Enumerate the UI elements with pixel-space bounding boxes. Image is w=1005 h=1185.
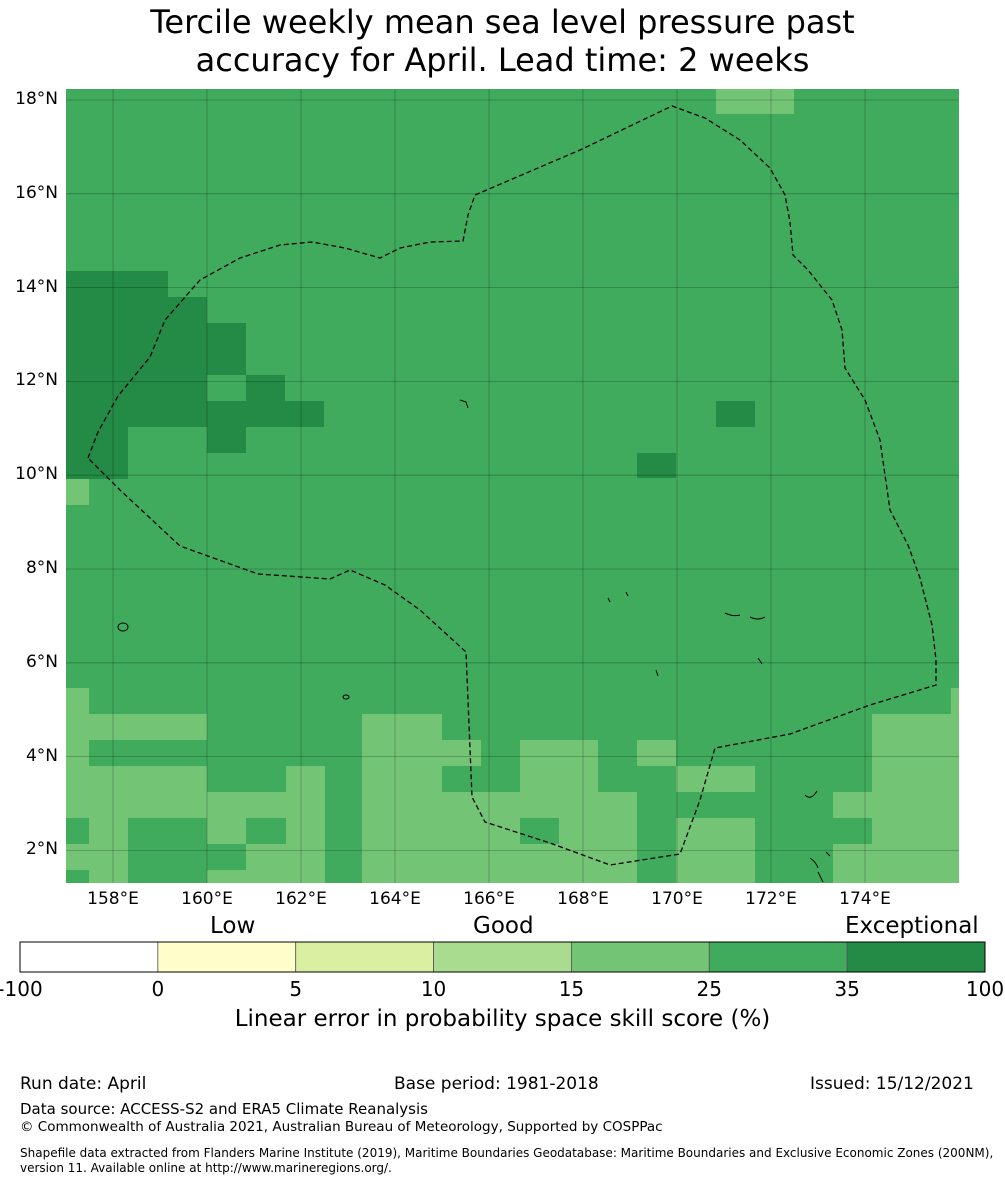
colorbar-label-low: Low <box>210 913 256 939</box>
shapefile-credit-line2: version 11. Available online at http://w… <box>20 1161 392 1175</box>
map-title-line2: accuracy for April. Lead time: 2 weeks <box>195 41 810 79</box>
skill-cell <box>207 766 247 792</box>
latitude-label: 14°N <box>15 276 58 297</box>
issued-date: Issued: 15/12/2021 <box>810 1074 974 1094</box>
skill-grid <box>66 89 959 883</box>
longitude-label: 164°E <box>369 889 421 909</box>
skill-map <box>66 89 959 883</box>
skill-cell <box>637 766 676 818</box>
latitude-label: 12°N <box>15 370 58 391</box>
latitude-label: 8°N <box>25 558 58 578</box>
colorbar-title: Linear error in probability space skill … <box>234 1006 771 1032</box>
skill-cell-exceptional <box>66 427 128 453</box>
colorbar-segment <box>157 941 297 973</box>
skill-cell-good <box>442 740 481 766</box>
skill-cell-good <box>520 740 598 883</box>
longitude-label: 166°E <box>463 889 515 909</box>
skill-cell-good <box>442 792 520 883</box>
eez-boundary <box>87 105 937 866</box>
skill-cell-good <box>66 479 89 505</box>
skill-cell-good <box>168 714 207 740</box>
skill-cell <box>207 844 246 870</box>
colorbar-tick-label: 100 <box>965 977 1005 1001</box>
skill-cell-exceptional <box>66 375 207 401</box>
skill-cell <box>66 870 89 883</box>
island-outlines <box>117 399 831 883</box>
skill-cell-good <box>716 89 794 114</box>
longitude-label: 170°E <box>651 889 703 909</box>
skill-cell-exceptional <box>716 401 755 427</box>
colorbar-tick-label: 10 <box>420 977 447 1001</box>
skill-cell-exceptional <box>66 271 168 297</box>
colorbar-tick-label: 15 <box>558 977 585 1001</box>
skill-cell-good <box>637 740 676 766</box>
skill-cell-good <box>833 844 872 883</box>
colorbar-segment <box>19 941 159 973</box>
longitude-label: 158°E <box>87 889 139 909</box>
skill-cell-exceptional <box>246 375 285 401</box>
skill-cell <box>833 818 872 844</box>
base-period: Base period: 1981-2018 <box>394 1074 599 1094</box>
skill-cell-good <box>89 714 128 740</box>
skill-cell-good <box>286 766 325 883</box>
skill-cell <box>755 818 833 883</box>
skill-cell-good <box>598 792 637 883</box>
colorbar-tick-label: 25 <box>696 977 722 1001</box>
skill-cell <box>325 766 362 844</box>
latitude-label: 18°N <box>15 89 58 109</box>
colorbar-tick-label: 5 <box>289 977 303 1001</box>
latitude-label: 2°N <box>25 839 58 860</box>
colorbar-label-good: Good <box>473 913 534 939</box>
colorbar-label-exceptional: Exceptional <box>845 913 979 939</box>
latitude-label: 4°N <box>25 745 58 766</box>
skill-cell <box>66 818 89 844</box>
skill-cell-exceptional <box>66 401 324 427</box>
colorbar-segment <box>295 941 434 973</box>
skill-cell-good <box>951 688 959 883</box>
skill-cell-good <box>362 714 442 883</box>
copyright: © Commonwealth of Australia 2021, Austra… <box>20 1119 663 1135</box>
skill-cell <box>128 818 207 883</box>
skill-cell <box>481 766 520 792</box>
skill-cell-good <box>66 688 89 883</box>
colorbar-border <box>19 941 986 973</box>
longitude-label: 174°E <box>839 889 891 909</box>
skill-cell <box>716 792 755 818</box>
skill-cell-exceptional <box>66 349 246 375</box>
longitude-label: 162°E <box>275 889 327 909</box>
colorbar-tick-label: -100 <box>0 977 43 1001</box>
colorbar-segment <box>571 941 710 973</box>
latitude-label: 6°N <box>25 651 58 672</box>
skill-cell-exceptional <box>66 453 128 479</box>
skill-cell <box>246 818 286 844</box>
skill-cell-good <box>676 766 755 792</box>
longitude-label: 172°E <box>745 889 797 909</box>
colorbar-segment <box>708 941 848 973</box>
map-title-line1: Tercile weekly mean sea level pressure p… <box>150 3 855 41</box>
colorbar-tick-label: 35 <box>834 977 860 1001</box>
graticule <box>66 89 959 883</box>
longitude-label: 160°E <box>181 889 233 909</box>
colorbar-segment <box>846 941 986 973</box>
skill-cell-good <box>833 792 872 818</box>
colorbar-segment <box>433 941 572 973</box>
latitude-label: 16°N <box>15 182 58 203</box>
shapefile-credit-line1: Shapefile data extracted from Flanders M… <box>20 1146 994 1160</box>
longitude-label: 168°E <box>557 889 609 909</box>
skill-cell <box>325 870 362 883</box>
skill-cell-good <box>128 714 168 740</box>
colorbar-tick-label: 0 <box>151 977 165 1001</box>
skill-cell <box>89 740 168 766</box>
skill-cell-exceptional <box>66 297 207 323</box>
latitude-label: 10°N <box>15 464 58 485</box>
skill-cell-good <box>872 714 951 883</box>
run-date: Run date: April <box>20 1074 147 1094</box>
data-source: Data source: ACCESS-S2 and ERA5 Climate … <box>20 1100 428 1118</box>
skill-cell-exceptional <box>66 323 246 349</box>
colorbar <box>19 941 986 973</box>
skill-cell-exceptional <box>207 427 246 453</box>
skill-cell-exceptional <box>637 453 676 478</box>
skill-background <box>66 89 959 883</box>
